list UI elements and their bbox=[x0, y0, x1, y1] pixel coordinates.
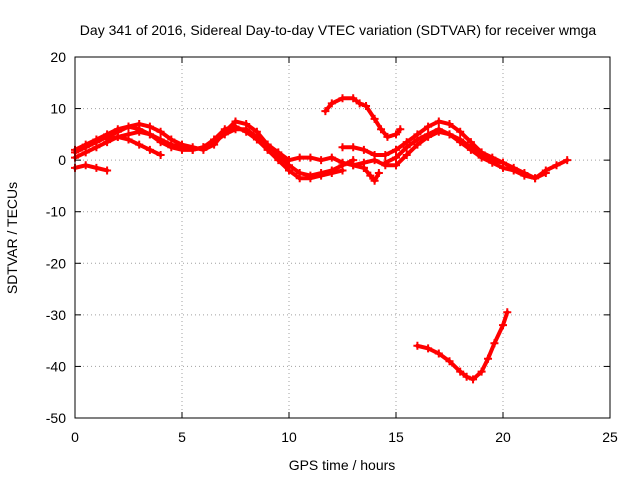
series-segment bbox=[158, 129, 174, 142]
series-arc-12 bbox=[413, 308, 512, 384]
x-tick-label: 10 bbox=[281, 429, 297, 445]
series-segment bbox=[415, 134, 431, 147]
x-tick-label: 25 bbox=[602, 429, 618, 445]
y-tick-label: -20 bbox=[46, 255, 66, 271]
data-point bbox=[396, 125, 405, 134]
grid-layer bbox=[75, 57, 610, 418]
series-segment bbox=[265, 142, 281, 155]
data-point bbox=[156, 150, 165, 159]
plot-border bbox=[74, 56, 611, 419]
y-tick-label: 10 bbox=[50, 101, 66, 117]
series-arc-11 bbox=[381, 125, 550, 183]
series-segment bbox=[492, 323, 505, 346]
series-segment bbox=[254, 134, 270, 147]
series-segment bbox=[394, 140, 409, 152]
series-segment bbox=[276, 152, 291, 168]
series-segment bbox=[458, 129, 473, 145]
series-segment bbox=[147, 132, 163, 145]
x-tick-label: 15 bbox=[388, 429, 404, 445]
data-layer bbox=[71, 94, 572, 384]
series-segment bbox=[394, 145, 409, 160]
series-segment bbox=[276, 158, 291, 173]
data-point bbox=[103, 166, 112, 175]
series-arc-3 bbox=[71, 122, 293, 165]
y-tick-label: -10 bbox=[46, 204, 66, 220]
series-arc-10 bbox=[359, 163, 383, 185]
series-segment bbox=[404, 132, 420, 145]
y-tick-label: -30 bbox=[46, 307, 66, 323]
chart-title: Day 341 of 2016, Sidereal Day-to-day VTE… bbox=[80, 22, 597, 38]
data-point bbox=[541, 169, 550, 178]
series-segment bbox=[287, 163, 302, 176]
series-segment bbox=[468, 147, 484, 160]
series-segment bbox=[458, 140, 473, 152]
series-segment bbox=[394, 152, 409, 168]
series-segment bbox=[447, 359, 463, 374]
data-point bbox=[563, 156, 572, 165]
series-segment bbox=[458, 137, 473, 150]
data-point bbox=[503, 308, 512, 317]
series-segment bbox=[212, 132, 227, 145]
series-segment bbox=[447, 132, 463, 145]
series-segment bbox=[254, 137, 270, 152]
x-axis-title: GPS time / hours bbox=[289, 457, 396, 473]
series-segment bbox=[244, 127, 259, 139]
series-segment bbox=[244, 129, 259, 142]
series-segment bbox=[436, 351, 452, 364]
series-segment bbox=[468, 140, 484, 155]
x-tick-label: 5 bbox=[178, 429, 186, 445]
data-point bbox=[338, 166, 347, 175]
x-tick-label: 0 bbox=[71, 429, 79, 445]
series-segment bbox=[468, 145, 484, 157]
series-arc-7 bbox=[321, 94, 405, 141]
y-axis-title: SDTVAR / TECUs bbox=[4, 182, 20, 294]
series-segment bbox=[287, 168, 302, 181]
y-tick-label: -50 bbox=[46, 410, 66, 426]
y-tick-label: 0 bbox=[58, 152, 66, 168]
y-tick-label: -40 bbox=[46, 358, 66, 374]
series-segment bbox=[447, 122, 463, 134]
series-arc-5 bbox=[103, 132, 165, 159]
axis-layer: 0 5 10 15 20 25 20 10 0 -10 -20 -30 -40 -50 bbox=[46, 49, 618, 445]
series-segment bbox=[404, 137, 420, 150]
y-tick-label: 20 bbox=[50, 49, 66, 65]
series-segment bbox=[415, 124, 431, 137]
data-point bbox=[374, 169, 383, 178]
series-segment bbox=[486, 341, 497, 361]
x-tick-label: 20 bbox=[495, 429, 511, 445]
series-segment bbox=[244, 122, 259, 134]
series-segment bbox=[364, 103, 377, 121]
series-segment bbox=[479, 356, 491, 374]
series-segment bbox=[404, 142, 420, 157]
series-segment bbox=[276, 150, 291, 163]
series-segment bbox=[212, 127, 227, 142]
series-segment bbox=[372, 116, 384, 132]
series-segment bbox=[265, 147, 281, 163]
